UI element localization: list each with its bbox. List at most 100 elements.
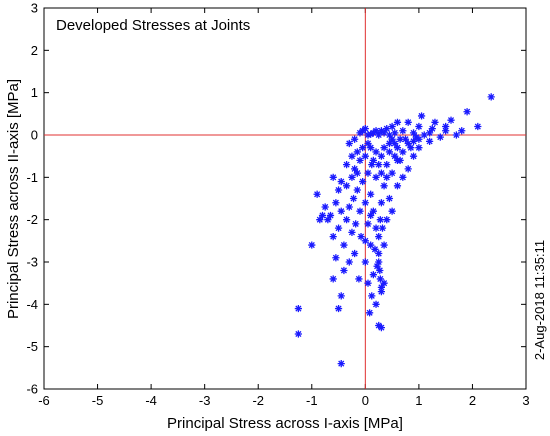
data-point (364, 220, 372, 228)
data-point (351, 249, 359, 258)
x-axis-label: Principal Stress across I-axis [MPa] (167, 415, 403, 432)
x-tick-label: 1 (415, 393, 422, 408)
data-point (332, 199, 340, 207)
data-point (353, 148, 361, 156)
data-point (377, 127, 385, 135)
data-point (487, 93, 495, 101)
data-point (348, 173, 356, 181)
data-point (334, 304, 343, 313)
data-point (332, 254, 340, 262)
axis-ticks: -6 -5 -4 -3 -2 -1 0 1 2 3 -6 -5 -4 -3 -2 -1 0 1 2 3 (26, 1, 529, 409)
data-point (345, 258, 353, 266)
data-point (383, 125, 391, 133)
data-point (377, 152, 385, 160)
data-point (474, 122, 482, 131)
data-point (380, 279, 388, 287)
y-tick-label: 1 (31, 85, 38, 100)
y-tick-label: -4 (26, 297, 38, 312)
data-point (399, 173, 407, 181)
data-point (391, 152, 399, 160)
data-point (353, 169, 361, 177)
data-point (316, 216, 324, 224)
x-tick-label: -6 (38, 393, 50, 408)
data-point (367, 211, 375, 220)
data-point (324, 216, 332, 224)
data-point (415, 144, 423, 152)
data-point (375, 131, 383, 139)
data-point (399, 127, 407, 135)
data-point (367, 144, 375, 152)
data-point (377, 288, 385, 296)
x-tick-label: 2 (469, 393, 476, 408)
data-point (404, 118, 412, 126)
data-point (361, 125, 369, 133)
data-point (334, 186, 343, 194)
data-point (426, 137, 434, 145)
data-point (348, 152, 356, 160)
data-point (383, 173, 391, 181)
y-tick-label: -5 (26, 339, 38, 354)
data-point (391, 129, 399, 137)
data-point (367, 130, 375, 138)
data-point (294, 304, 302, 313)
data-point (383, 161, 391, 169)
x-tick-label: -3 (199, 393, 211, 408)
data-point (359, 177, 367, 186)
data-point (377, 324, 385, 332)
data-point (376, 275, 384, 283)
data-point (375, 258, 383, 266)
data-point (329, 173, 337, 181)
data-point (337, 177, 345, 186)
data-point (318, 211, 327, 220)
data-point (372, 173, 380, 181)
data-point (385, 131, 394, 139)
data-point (356, 156, 364, 164)
data-point (334, 224, 343, 232)
data-point (352, 220, 360, 228)
y-tick-label: -3 (26, 255, 38, 270)
data-point (355, 275, 363, 283)
data-point (409, 152, 418, 160)
data-point (380, 144, 388, 152)
data-point (351, 165, 359, 173)
y-tick-label: -1 (26, 170, 38, 185)
reference-lines (44, 8, 526, 389)
data-point (407, 144, 415, 152)
x-tick-label: -5 (92, 393, 104, 408)
data-point (388, 207, 396, 215)
data-point (337, 360, 345, 368)
data-point (321, 203, 329, 211)
data-point (369, 271, 377, 279)
x-tick-label: -1 (306, 393, 318, 408)
data-point (342, 216, 351, 224)
data-point (375, 161, 383, 169)
x-tick-label: -4 (145, 393, 157, 408)
data-point (361, 152, 369, 160)
data-point (367, 241, 375, 249)
chart-title: Developed Stresses at Joints (56, 17, 250, 34)
data-point (380, 241, 388, 249)
data-point (409, 137, 418, 145)
data-point (378, 224, 387, 232)
data-point (385, 148, 394, 156)
data-point (417, 112, 426, 120)
data-point (364, 131, 372, 139)
data-point (364, 279, 372, 287)
data-point (357, 233, 365, 241)
data-point (388, 135, 396, 143)
data-point (431, 118, 439, 126)
data-point (420, 131, 428, 139)
data-point (383, 216, 391, 224)
y-tick-label: 3 (31, 1, 38, 16)
data-point (368, 161, 376, 169)
data-point (364, 169, 372, 177)
data-point (376, 266, 384, 275)
data-point (345, 203, 353, 211)
y-tick-label: -6 (26, 382, 38, 397)
data-point (385, 139, 394, 148)
data-point (447, 116, 455, 124)
x-tick-label: 3 (522, 393, 529, 408)
data-point (375, 249, 383, 258)
data-point (294, 330, 302, 338)
data-point (393, 118, 402, 126)
